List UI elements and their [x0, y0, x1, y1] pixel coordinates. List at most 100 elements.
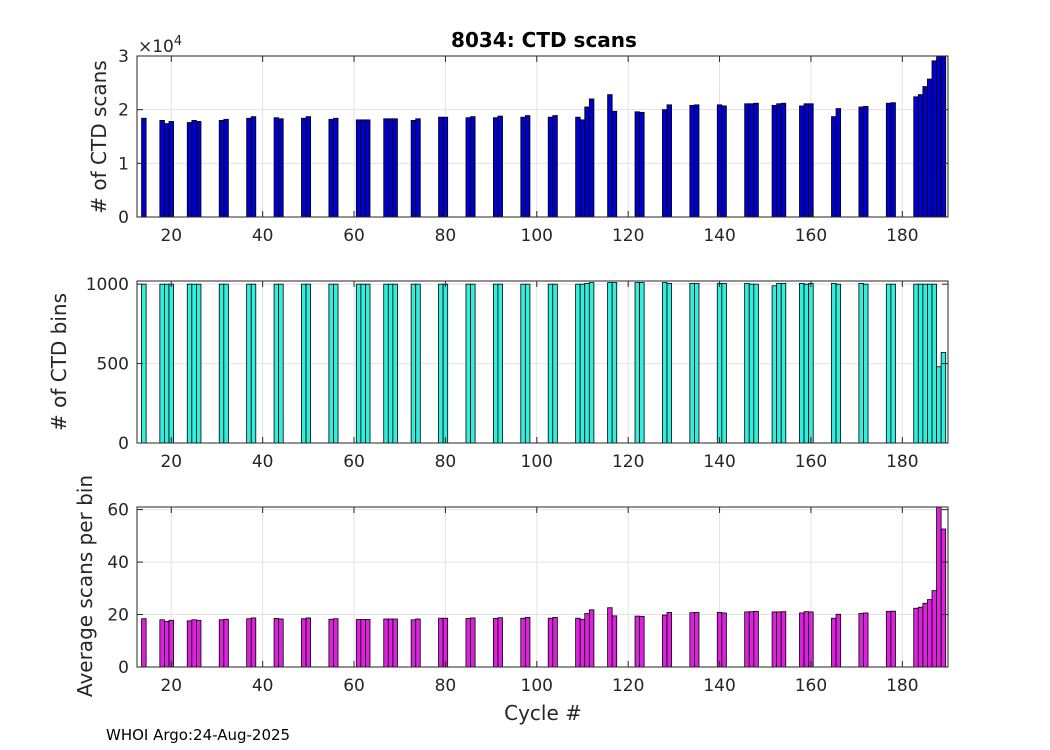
- bar: [355, 283, 362, 444]
- bar: [305, 283, 312, 444]
- bar: [936, 366, 942, 444]
- bar: [579, 283, 586, 444]
- bar: [831, 116, 837, 218]
- bar: [931, 283, 937, 444]
- bar: [771, 285, 778, 444]
- bar: [744, 611, 750, 668]
- bar: [333, 117, 339, 218]
- bar: [639, 111, 645, 218]
- bar: [799, 282, 805, 444]
- bar: [168, 121, 174, 218]
- x-tick-label: 120: [612, 452, 644, 472]
- bar: [186, 283, 193, 444]
- axes-box: [136, 280, 949, 444]
- y-tick-label: 0: [118, 208, 129, 228]
- bar: [607, 282, 613, 444]
- bar: [392, 118, 398, 218]
- y-axis-label: Average scans per bin: [73, 475, 97, 697]
- bar: [776, 282, 782, 444]
- bar: [246, 117, 252, 218]
- bar: [913, 607, 919, 668]
- bar: [771, 611, 778, 668]
- bar: [387, 118, 394, 218]
- bar: [492, 117, 499, 218]
- x-tick-label: 100: [521, 676, 553, 696]
- bar: [721, 612, 727, 668]
- bar: [497, 617, 503, 668]
- bar: [721, 282, 727, 444]
- x-tick-label: 160: [795, 452, 827, 472]
- bar: [835, 613, 842, 668]
- x-tick-label: 120: [612, 676, 644, 696]
- bar: [753, 610, 759, 668]
- bar: [164, 283, 170, 444]
- plot-area: [137, 507, 948, 667]
- bar: [890, 283, 896, 444]
- bar: [186, 620, 193, 668]
- y-tick-label: 40: [107, 553, 129, 573]
- bar: [940, 55, 947, 218]
- bar: [250, 283, 257, 444]
- bar: [831, 617, 837, 668]
- bar: [890, 610, 896, 668]
- bar: [588, 98, 595, 218]
- x-tick-label: 140: [703, 676, 735, 696]
- bar: [776, 103, 782, 218]
- bar: [927, 78, 933, 218]
- bar: [808, 103, 814, 218]
- bar: [689, 104, 695, 218]
- bar: [168, 619, 174, 668]
- bar: [662, 614, 668, 668]
- bar: [584, 282, 590, 444]
- bar: [223, 618, 229, 668]
- bar: [333, 283, 339, 444]
- bar: [607, 607, 613, 668]
- bar: [355, 619, 362, 668]
- bar: [931, 590, 937, 668]
- y-axis-label: # of CTD scans: [87, 60, 111, 213]
- bar: [744, 282, 750, 444]
- bar: [780, 611, 787, 668]
- bar: [835, 108, 842, 218]
- x-tick-label: 140: [703, 226, 735, 246]
- bar: [438, 116, 444, 218]
- bar: [639, 282, 645, 444]
- bar: [301, 618, 307, 668]
- bar: [917, 283, 924, 444]
- bar: [913, 283, 919, 444]
- bar: [301, 117, 307, 218]
- bar: [415, 118, 421, 218]
- bar: [780, 282, 787, 444]
- x-tick-label: 80: [435, 452, 457, 472]
- panel-average-scans: Average scans per bin Cycle # 20 40 60 80 10…: [73, 475, 949, 725]
- bar: [716, 282, 723, 444]
- bar: [575, 116, 581, 218]
- bar: [164, 620, 170, 668]
- bar: [863, 283, 869, 444]
- bar: [524, 617, 531, 668]
- bar: [497, 115, 503, 218]
- bar: [442, 617, 449, 668]
- bar: [218, 283, 225, 444]
- y-exponent-label: ×104: [138, 34, 182, 57]
- bar: [552, 283, 558, 444]
- axes-box: [136, 55, 949, 218]
- x-tick-label: 120: [612, 226, 644, 246]
- bar: [392, 618, 398, 668]
- x-tick-label: 20: [160, 226, 182, 246]
- bar: [858, 613, 864, 668]
- bar: [634, 111, 640, 218]
- chart-title: 8034: CTD scans: [451, 28, 637, 52]
- bar: [611, 282, 618, 444]
- bar: [387, 283, 394, 444]
- bar: [301, 283, 307, 444]
- bar: [748, 103, 755, 218]
- bar: [191, 619, 197, 668]
- y-tick-label: 500: [97, 355, 129, 375]
- panel-ctd-bins: # of CTD bins 20 40 60 80 100 120 140 160 180 0 50…: [47, 275, 949, 472]
- bar: [776, 611, 782, 668]
- bar: [159, 120, 165, 218]
- x-tick-label: 40: [252, 452, 274, 472]
- bar: [940, 352, 947, 444]
- bar: [885, 283, 892, 444]
